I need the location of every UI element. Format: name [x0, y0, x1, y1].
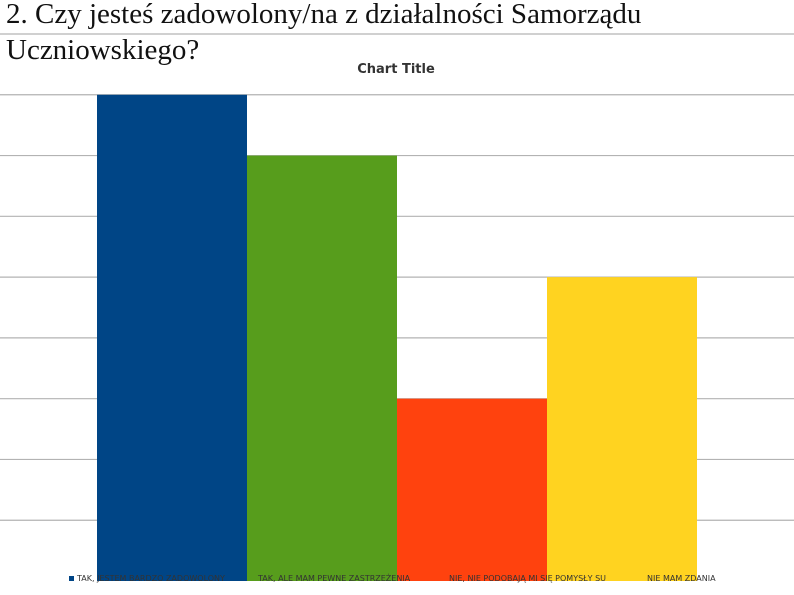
legend-swatch: [69, 576, 74, 581]
bar: [97, 94, 247, 582]
legend-label: NIE MAM ZDANIA: [647, 574, 716, 583]
slide-title: 2. Czy jesteś zadowolony/na z działalnoś…: [6, 0, 642, 66]
bar: [547, 277, 697, 581]
bar: [247, 155, 397, 582]
chart-legend: TAK, JESTEM BARDZO ZADOWOLONY TAK, ALE MA…: [69, 573, 716, 583]
legend-swatch: [250, 576, 255, 581]
legend-label: TAK, ALE MAM PEWNE ZASTRZEŻENIA: [257, 573, 411, 583]
legend-swatch: [639, 576, 644, 581]
chart-bars: [97, 94, 697, 582]
legend-label: NIE, NIE PODOBAJĄ MI SIĘ POMYSŁY SU: [449, 574, 606, 583]
chart-title: Chart Title: [357, 62, 435, 77]
legend-swatch: [441, 576, 446, 581]
bar: [397, 398, 547, 581]
legend-label: TAK, JESTEM BARDZO ZADOWOLONY: [76, 574, 225, 583]
